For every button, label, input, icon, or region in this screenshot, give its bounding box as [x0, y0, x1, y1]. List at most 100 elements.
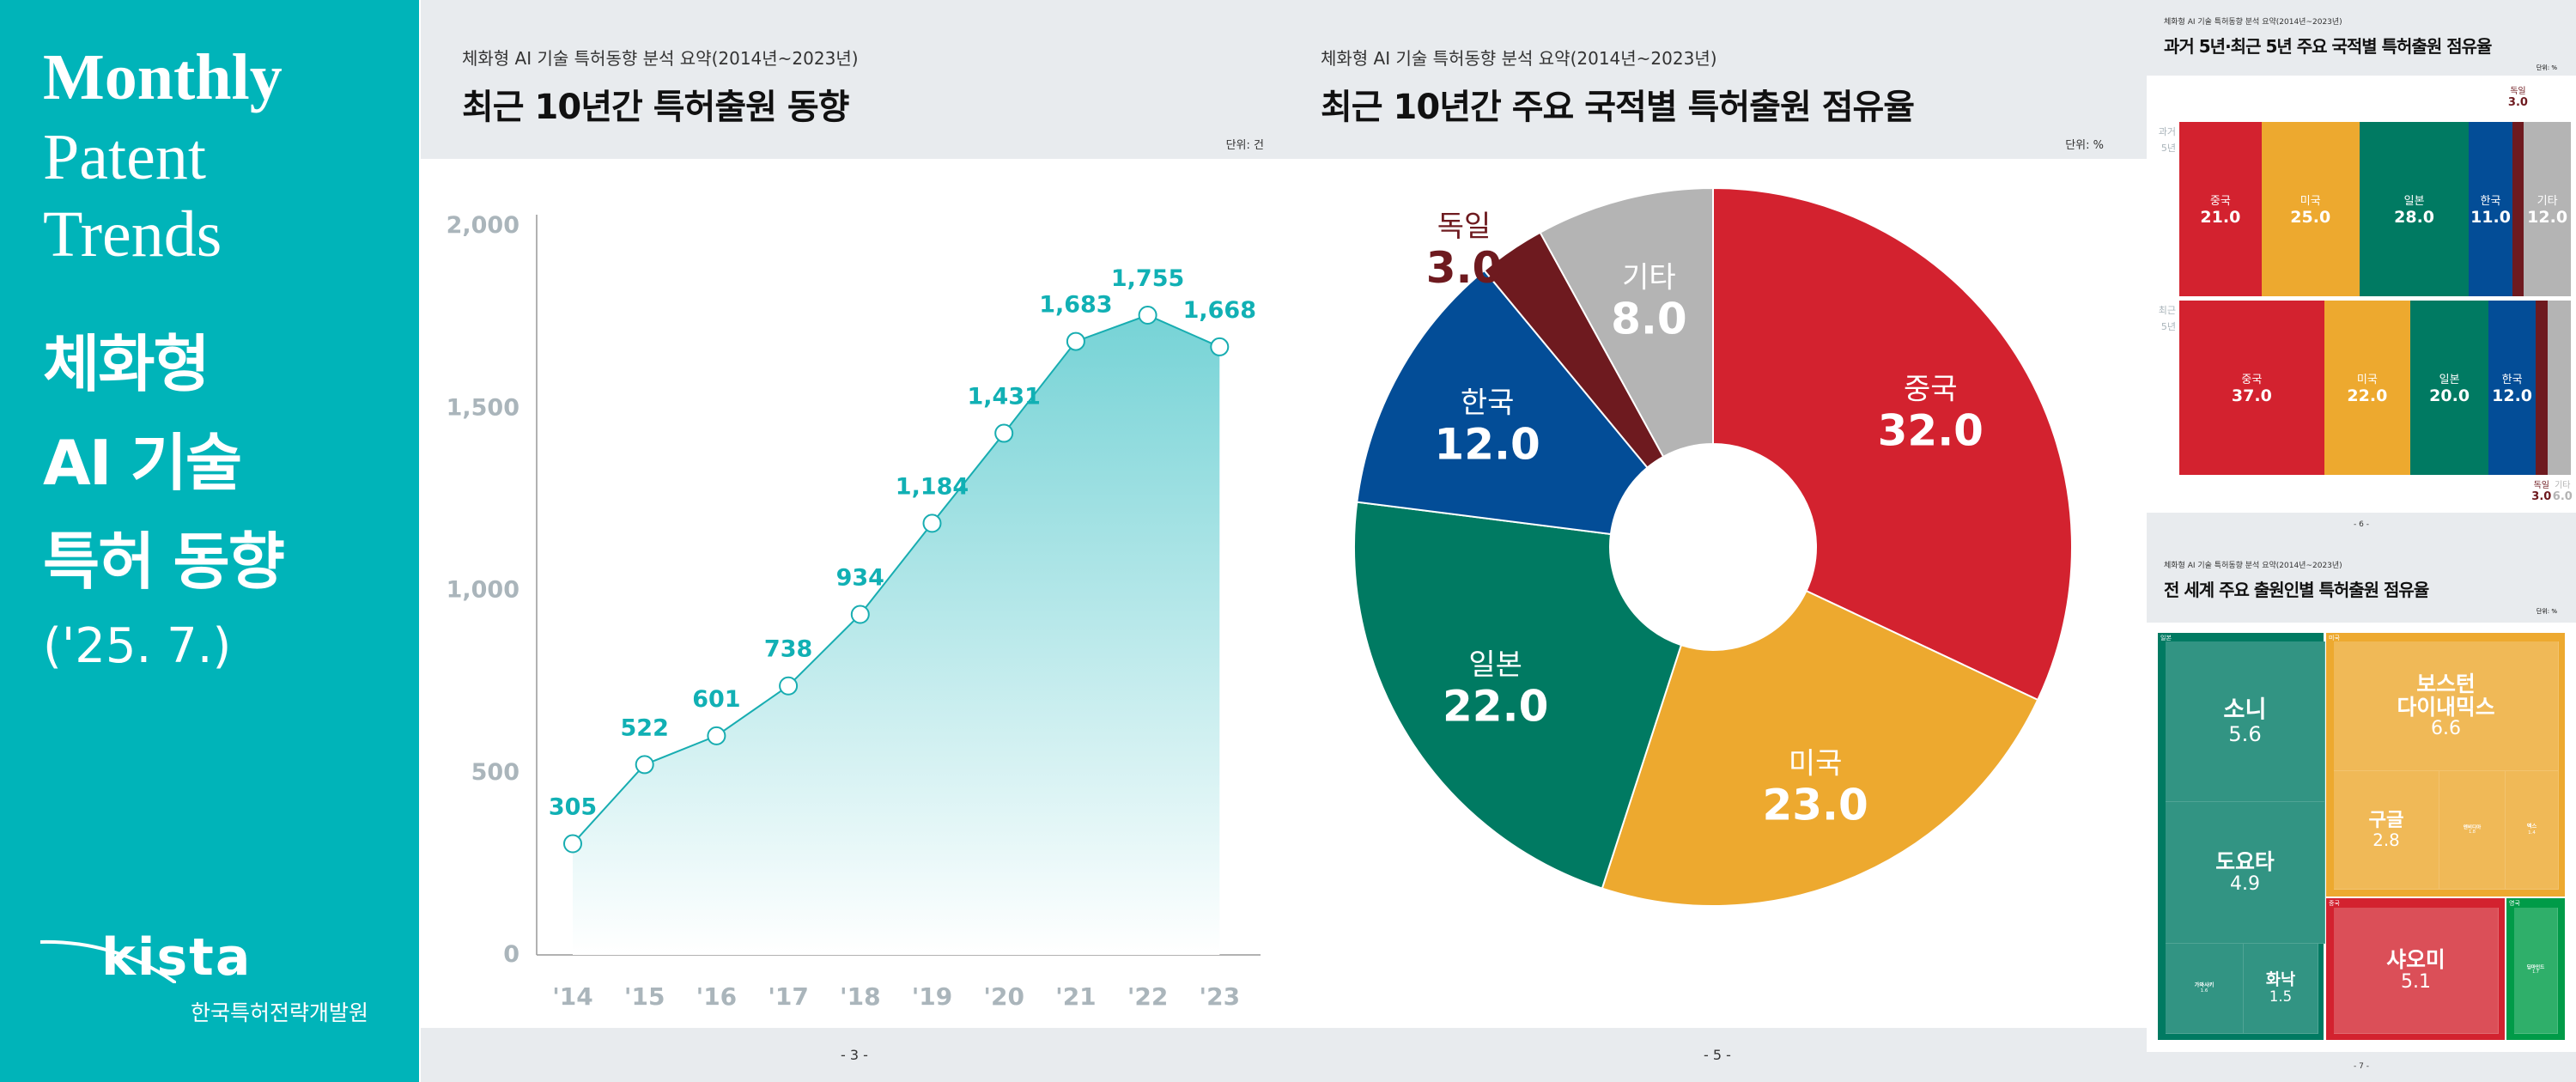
y-tick-label: 1,000 — [447, 577, 519, 604]
page3-number: - 3 - — [421, 1028, 1288, 1082]
slice-value: 32.0 — [1878, 405, 1984, 455]
y-tick-label: 2,000 — [447, 212, 519, 239]
page6-subtitle: 체화형 AI 기술 특허동향 분석 요약(2014년~2023년) — [2164, 18, 2342, 27]
cell-name: 샤오미 — [2386, 947, 2445, 973]
slice-name: 기타 — [1622, 260, 1676, 295]
x-tick-label: '19 — [912, 982, 953, 1011]
segment-value: 28.0 — [2394, 208, 2435, 227]
slice-0 — [1712, 186, 2073, 702]
data-label: 522 — [621, 714, 669, 741]
outside-label: 기타 6.0 — [2552, 481, 2573, 503]
treemap-cell: 엔비디아 1.8 — [2439, 771, 2506, 890]
data-point — [707, 726, 726, 745]
group-label: 미국 — [2329, 635, 2340, 641]
cell-value: 1.7 — [2532, 970, 2539, 976]
data-label: 1,755 — [1111, 265, 1184, 292]
treemap-group: 미국 보스턴 다이내믹스 6.6 구글 2.8 엔비디아 1.8 엑스 1.4 — [2325, 632, 2566, 897]
treemap-group: 영국 딥마인드 1.7 — [2506, 897, 2566, 1041]
segment-name: 기타 — [2537, 195, 2558, 208]
bar-segment: 한국 12.0 — [2488, 301, 2536, 475]
data-label: 738 — [764, 636, 812, 663]
cover-title-ko-1: 체화형 — [43, 328, 210, 400]
segment-name: 일본 — [2403, 195, 2425, 208]
slice-value: 22.0 — [1443, 682, 1548, 732]
data-point — [850, 605, 870, 624]
bar-segment: 일본 28.0 — [2359, 122, 2470, 296]
segment-name: 미국 — [2300, 195, 2321, 208]
cover-title-ko-2: AI 기술 — [43, 427, 242, 499]
cell-value: 1.6 — [2200, 988, 2208, 994]
bar-segment: 중국 37.0 — [2179, 301, 2324, 475]
slice-name: 일본 — [1468, 648, 1522, 683]
x-tick-label: '20 — [983, 982, 1024, 1011]
slice-2 — [1353, 501, 1683, 890]
page5-number: - 5 - — [1288, 1028, 2147, 1082]
treemap-cell: 가와사키 1.6 — [2166, 944, 2244, 1034]
group-label: 일본 — [2160, 635, 2172, 641]
segment-name: 미국 — [2356, 374, 2378, 386]
trend-line — [572, 313, 1220, 845]
segment-value: 22.0 — [2347, 386, 2388, 405]
data-label: 305 — [549, 794, 597, 821]
bar-segment: 한국 11.0 — [2469, 122, 2512, 296]
data-point — [1138, 306, 1157, 325]
data-label: 934 — [836, 565, 884, 592]
treemap-cell: 도요타 4.9 — [2166, 802, 2325, 944]
treemap-cell: 소니 5.6 — [2166, 641, 2325, 802]
org-name: 한국특허전략개발원 — [191, 1000, 369, 1025]
page5-title: 최근 10년간 주요 국적별 특허출원 점유율 — [1321, 88, 1915, 127]
area-fill — [573, 315, 1220, 955]
treemap-cell: 딥마인드 1.7 — [2514, 908, 2558, 1034]
outside-label: 독일 3.0 — [2531, 481, 2552, 503]
data-point — [1066, 331, 1085, 351]
data-point — [635, 755, 654, 775]
treemap-cell: 샤오미 5.1 — [2334, 908, 2499, 1034]
segment-name: 중국 — [2209, 195, 2231, 208]
cell-value: 4.9 — [2230, 872, 2260, 895]
applicant-treemap: 일본 소니 5.6 도요타 4.9 가와사키 1.6 화낙 1.5 미국 보스턴 다이내믹스 6.6 구글… — [2157, 632, 2566, 1041]
slice-3 — [1356, 269, 1649, 536]
page7-number: - 7 - — [2147, 1052, 2576, 1082]
cell-name: 화낙 — [2265, 970, 2296, 989]
slice-5 — [1539, 186, 1714, 459]
cell-name: 딥마인드 — [2526, 965, 2545, 971]
bar-segment: 미국 25.0 — [2261, 122, 2360, 296]
bar-segment — [2535, 301, 2548, 475]
page7-title: 전 세계 주요 출원인별 특허출원 점유율 — [2164, 580, 2429, 600]
page7-unit: 단위: % — [2536, 608, 2557, 615]
cover-title-en-2: Patent — [43, 121, 206, 193]
x-tick-label: '14 — [552, 982, 593, 1011]
cell-value: 5.1 — [2401, 970, 2431, 993]
period-stacked-bar-chart: 과거 5년 중국 21.0 미국 25.0 일본 28.0 한국 11.0 독일 3.0 기타 12.0 최… — [2147, 76, 2576, 514]
slice-1 — [1601, 589, 2039, 907]
treemap-group: 일본 소니 5.6 도요타 4.9 가와사키 1.6 화낙 1.5 — [2157, 632, 2325, 1041]
data-point — [779, 676, 799, 696]
slice-value: 12.0 — [1434, 419, 1540, 469]
data-point — [994, 423, 1014, 443]
cover-title-en-3: Trends — [43, 198, 222, 270]
bar-segment: 일본 20.0 — [2410, 301, 2489, 475]
treemap-cell: 구글 2.8 — [2334, 771, 2439, 890]
x-tick-label: '22 — [1127, 982, 1169, 1011]
cell-name: 엑스 — [2526, 824, 2537, 830]
page6-header: 체화형 AI 기술 특허동향 분석 요약(2014년~2023년) 과거 5년·… — [2147, 0, 2576, 76]
y-tick-label: 500 — [471, 759, 519, 786]
data-label: 601 — [692, 686, 740, 713]
treemap-cell: 엑스 1.4 — [2506, 771, 2559, 890]
page6-title: 과거 5년·최근 5년 주요 국적별 특허출원 점유율 — [2164, 36, 2492, 57]
cover-date: ('25. 7.) — [43, 618, 232, 674]
slice-value: 8.0 — [1611, 294, 1687, 343]
bar-segment: 기타 12.0 — [2524, 122, 2571, 296]
cell-name: 보스턴 다이내믹스 — [2397, 671, 2495, 720]
cell-name: 소니 — [2223, 696, 2267, 723]
slice-name: 미국 — [1789, 746, 1843, 781]
page3-header: 체화형 AI 기술 특허동향 분석 요약(2014년~2023년) 최근 10년… — [421, 0, 1288, 159]
cell-value: 1.4 — [2528, 830, 2536, 836]
segment-value: 37.0 — [2231, 386, 2272, 405]
x-tick-label: '21 — [1055, 982, 1097, 1011]
slice-name: 한국 — [1461, 386, 1515, 420]
data-point — [563, 834, 582, 854]
page6-unit: 단위: % — [2536, 64, 2557, 71]
group-label: 중국 — [2329, 900, 2340, 907]
